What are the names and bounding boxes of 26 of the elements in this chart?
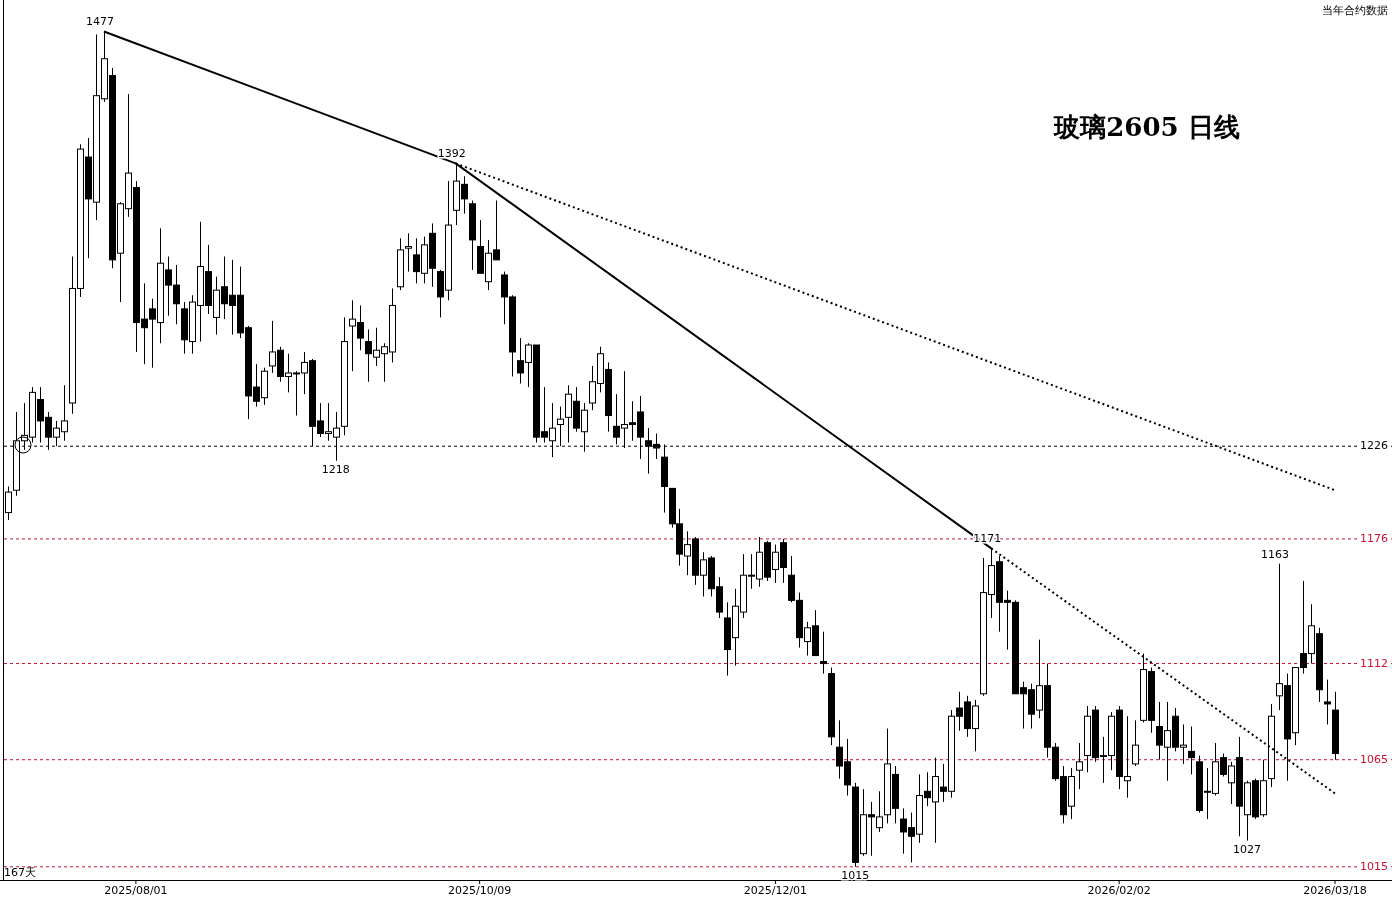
x-tick-label: 2025/12/01 [743, 884, 808, 897]
candlestick [820, 631, 827, 675]
y-tick-label: 1226 [1360, 439, 1388, 453]
candlestick [1132, 719, 1139, 767]
annotation: 167天 [4, 866, 36, 879]
x-tick-label: 2025/10/09 [447, 884, 512, 897]
annotation: 1015 [841, 868, 870, 882]
y-tick-label: 1015 [1360, 859, 1388, 873]
annotation: 1218 [321, 462, 350, 476]
annotation: 1477 [85, 15, 114, 29]
text: 玻璃2605 日线 [1053, 112, 1240, 142]
candlestick [1188, 726, 1195, 775]
x-tick-label: 2026/02/02 [1087, 884, 1151, 897]
y-tick-label: 1065 [1360, 752, 1388, 766]
y-tick-label: 1112 [1360, 656, 1388, 670]
annotation: 1163 [1261, 547, 1290, 561]
x-tick-label: 2026/03/18 [1303, 884, 1367, 897]
annotation: 1392 [437, 147, 466, 161]
candlestick [1076, 742, 1083, 790]
candlestick [405, 232, 412, 273]
y-tick-label: 1176 [1360, 531, 1388, 545]
candlestick [1324, 679, 1331, 725]
candlestick [557, 406, 564, 447]
annotation: 1027 [1233, 842, 1262, 856]
annotation: 当年合约数据 [1322, 4, 1388, 17]
x-tick-label: 2025/08/01 [104, 884, 168, 897]
